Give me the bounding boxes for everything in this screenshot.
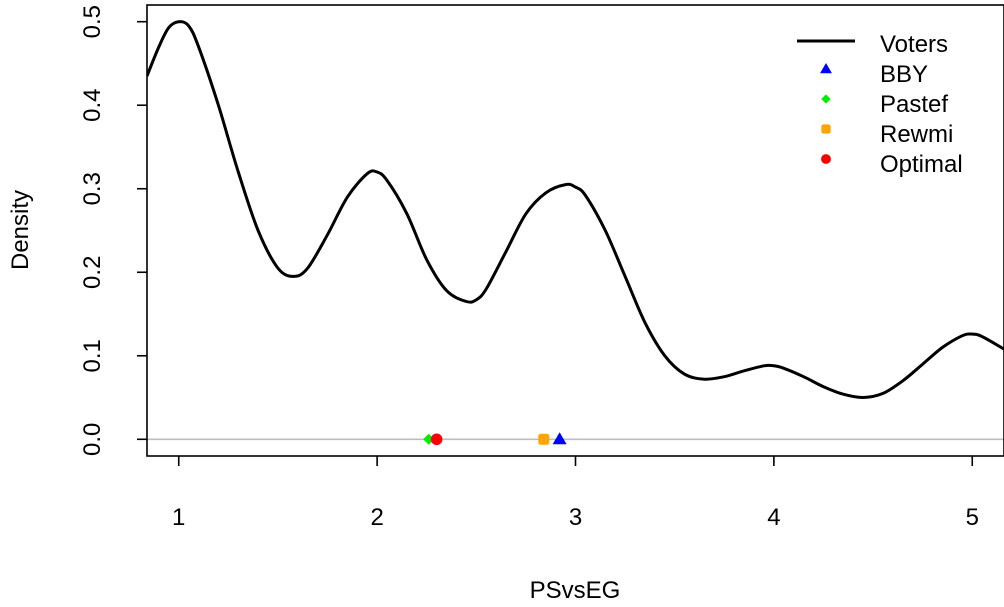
legend-swatch-pastef xyxy=(821,94,831,104)
legend-swatch-optimal xyxy=(821,154,831,164)
x-tick-label: 5 xyxy=(966,504,979,531)
legend-label-bby: BBY xyxy=(880,61,928,88)
x-tick-label: 3 xyxy=(569,504,582,531)
y-tick-label: 0.4 xyxy=(79,89,106,122)
legend: Voters BBY Pastef Rewmi Optimal xyxy=(797,31,963,178)
point-pastef xyxy=(423,433,435,445)
x-tick-label: 4 xyxy=(767,504,780,531)
y-axis-title: Density xyxy=(7,190,34,270)
y-axis: 0.0 0.1 0.2 0.3 0.4 0.5 xyxy=(79,5,147,456)
x-axis: 1 2 3 4 5 xyxy=(172,456,979,531)
x-tick-label: 2 xyxy=(370,504,383,531)
y-tick-label: 0.1 xyxy=(79,339,106,372)
point-rewmi xyxy=(538,433,550,445)
legend-label-rewmi: Rewmi xyxy=(880,121,953,148)
legend-label-pastef: Pastef xyxy=(880,91,948,118)
series-line-voters xyxy=(147,20,1004,400)
party-points xyxy=(423,432,567,446)
legend-swatch-rewmi xyxy=(821,124,831,134)
y-tick-label: 0.3 xyxy=(79,172,106,205)
y-tick-label: 0.2 xyxy=(79,256,106,289)
legend-label-voters: Voters xyxy=(880,31,948,58)
plot-frame xyxy=(146,4,1004,457)
y-tick-label: 0.0 xyxy=(79,423,106,456)
x-axis-title: PSvsEG xyxy=(530,577,621,604)
legend-label-optimal: Optimal xyxy=(880,151,963,178)
x-tick-label: 1 xyxy=(172,504,185,531)
legend-swatch-bby xyxy=(820,63,832,74)
point-optimal xyxy=(430,433,443,446)
y-tick-label: 0.5 xyxy=(79,5,106,38)
point-bby xyxy=(552,432,567,445)
